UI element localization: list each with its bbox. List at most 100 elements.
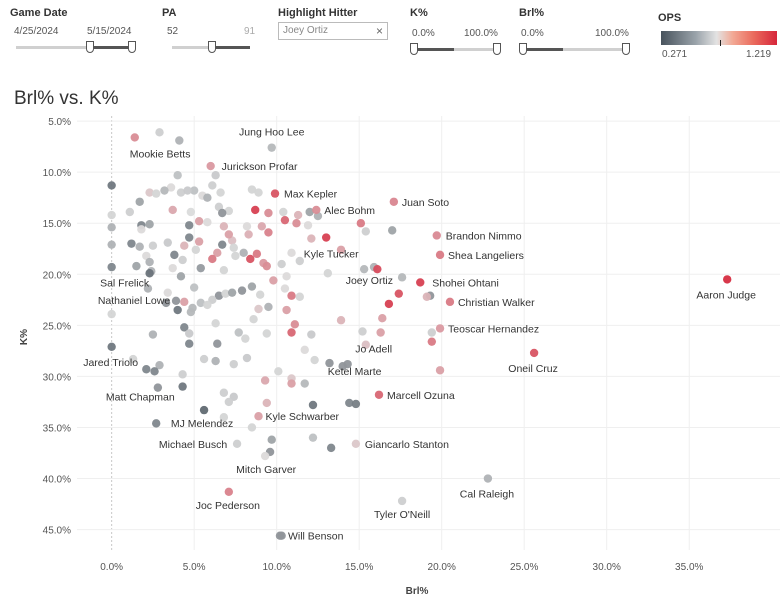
data-point-labeled[interactable] bbox=[254, 412, 263, 421]
data-point[interactable] bbox=[246, 254, 255, 264]
data-point[interactable] bbox=[255, 290, 265, 299]
data-point[interactable] bbox=[176, 272, 186, 281]
data-point[interactable] bbox=[307, 330, 316, 339]
data-point[interactable] bbox=[394, 289, 403, 298]
brl-pct-min-handle[interactable] bbox=[519, 43, 527, 55]
data-point[interactable] bbox=[107, 223, 116, 232]
data-point[interactable] bbox=[180, 297, 189, 307]
data-point-labeled[interactable] bbox=[171, 296, 181, 306]
data-point[interactable] bbox=[160, 186, 169, 195]
data-point[interactable] bbox=[107, 309, 116, 319]
data-point-labeled[interactable] bbox=[373, 264, 382, 274]
data-point[interactable] bbox=[300, 345, 309, 355]
data-point[interactable] bbox=[249, 315, 258, 324]
data-point-labeled[interactable] bbox=[435, 250, 445, 260]
data-point[interactable] bbox=[397, 273, 407, 282]
game-date-start-handle[interactable] bbox=[86, 41, 94, 53]
data-point-labeled[interactable] bbox=[107, 342, 116, 351]
data-point-labeled[interactable] bbox=[312, 205, 321, 215]
data-point[interactable] bbox=[326, 443, 336, 453]
data-point[interactable] bbox=[264, 228, 273, 237]
data-point[interactable] bbox=[427, 328, 437, 337]
data-point[interactable] bbox=[227, 288, 237, 297]
data-point[interactable] bbox=[183, 186, 192, 195]
data-point[interactable] bbox=[148, 330, 158, 339]
data-point[interactable] bbox=[152, 419, 161, 428]
data-point[interactable] bbox=[251, 205, 260, 215]
data-point[interactable] bbox=[137, 225, 146, 234]
data-point[interactable] bbox=[145, 188, 154, 197]
data-point[interactable] bbox=[254, 188, 263, 197]
data-point[interactable] bbox=[308, 433, 318, 442]
data-point[interactable] bbox=[307, 234, 316, 243]
data-point[interactable] bbox=[287, 328, 296, 337]
data-point[interactable] bbox=[295, 256, 304, 266]
data-point-labeled[interactable] bbox=[432, 231, 441, 240]
data-point[interactable] bbox=[135, 197, 144, 206]
data-point[interactable] bbox=[358, 327, 367, 336]
data-point-labeled[interactable] bbox=[483, 474, 493, 483]
data-point[interactable] bbox=[185, 339, 194, 348]
data-point[interactable] bbox=[224, 230, 234, 239]
data-point[interactable] bbox=[252, 249, 262, 259]
clear-icon[interactable]: × bbox=[375, 24, 383, 38]
data-point[interactable] bbox=[287, 379, 296, 388]
data-point[interactable] bbox=[287, 291, 296, 300]
data-point[interactable] bbox=[194, 237, 204, 246]
data-point[interactable] bbox=[427, 337, 437, 346]
data-point[interactable] bbox=[241, 334, 250, 343]
data-point-labeled[interactable] bbox=[206, 161, 215, 171]
data-point[interactable] bbox=[264, 208, 273, 218]
data-point[interactable] bbox=[170, 250, 179, 260]
game-date-end-handle[interactable] bbox=[128, 41, 136, 53]
data-point[interactable] bbox=[161, 298, 171, 308]
data-point[interactable] bbox=[163, 238, 172, 247]
data-point[interactable] bbox=[127, 239, 136, 248]
data-point[interactable] bbox=[244, 230, 253, 239]
data-point-labeled[interactable] bbox=[435, 324, 445, 333]
data-point[interactable] bbox=[148, 241, 158, 250]
data-point[interactable] bbox=[163, 288, 172, 297]
data-point[interactable] bbox=[229, 243, 238, 252]
data-point[interactable] bbox=[229, 359, 238, 369]
data-point[interactable] bbox=[282, 272, 291, 281]
data-point-labeled[interactable] bbox=[145, 269, 154, 278]
data-point[interactable] bbox=[356, 219, 366, 228]
data-point[interactable] bbox=[208, 254, 217, 264]
data-point[interactable] bbox=[351, 399, 361, 409]
data-point[interactable] bbox=[280, 215, 290, 225]
data-point-labeled[interactable] bbox=[376, 328, 385, 337]
data-point[interactable] bbox=[247, 185, 257, 194]
data-point[interactable] bbox=[257, 222, 267, 231]
data-point[interactable] bbox=[295, 292, 304, 301]
data-point[interactable] bbox=[242, 353, 252, 363]
data-point[interactable] bbox=[218, 240, 227, 249]
data-point[interactable] bbox=[196, 298, 205, 308]
data-point[interactable] bbox=[199, 354, 209, 364]
data-point[interactable] bbox=[274, 367, 283, 376]
data-point[interactable] bbox=[214, 202, 224, 212]
data-point[interactable] bbox=[359, 264, 369, 274]
data-point[interactable] bbox=[211, 319, 220, 328]
data-point[interactable] bbox=[336, 245, 346, 254]
data-point-labeled[interactable] bbox=[351, 439, 361, 448]
data-point[interactable] bbox=[186, 207, 196, 217]
data-point[interactable] bbox=[125, 207, 135, 217]
data-point[interactable] bbox=[194, 216, 204, 226]
data-point[interactable] bbox=[173, 171, 182, 180]
data-point[interactable] bbox=[203, 300, 212, 310]
data-point[interactable] bbox=[155, 360, 164, 370]
data-point[interactable] bbox=[178, 255, 187, 265]
data-point[interactable] bbox=[211, 171, 220, 180]
data-point[interactable] bbox=[384, 299, 394, 309]
data-point[interactable] bbox=[310, 355, 319, 365]
data-point[interactable] bbox=[203, 218, 212, 227]
data-point[interactable] bbox=[247, 423, 257, 432]
data-point[interactable] bbox=[145, 257, 154, 267]
data-point[interactable] bbox=[221, 289, 230, 298]
data-point[interactable] bbox=[308, 400, 318, 410]
data-point[interactable] bbox=[176, 188, 186, 197]
data-point[interactable] bbox=[219, 413, 229, 422]
data-point[interactable] bbox=[178, 370, 187, 379]
data-point[interactable] bbox=[180, 241, 189, 250]
